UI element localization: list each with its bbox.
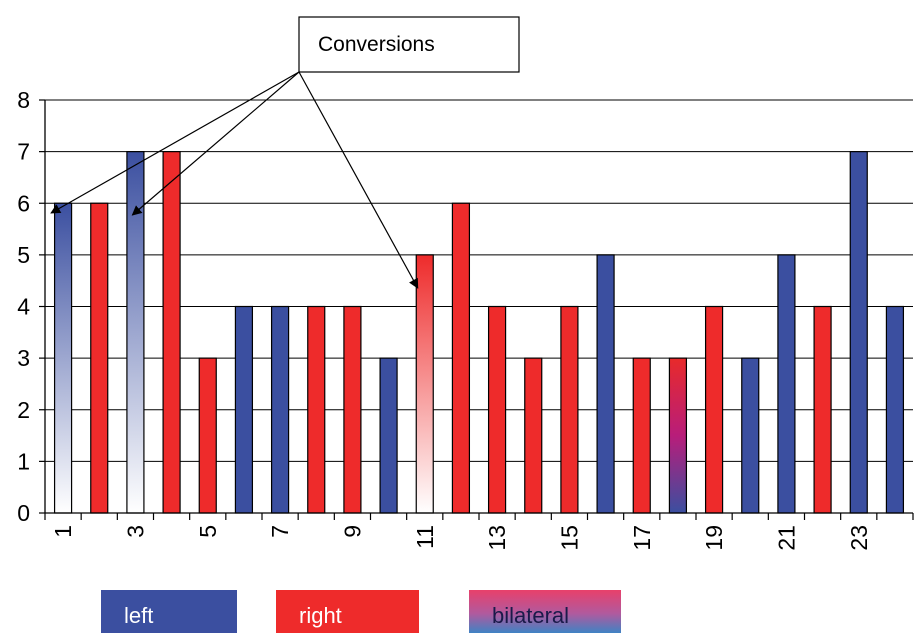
x-tick-label: 11	[412, 525, 438, 549]
legend-label-bilateral: bilateral	[492, 603, 569, 628]
y-tick-label: 0	[17, 500, 30, 526]
bar-18-bilateral	[668, 357, 688, 514]
bars	[53, 151, 905, 514]
x-tick-label: 17	[629, 525, 655, 551]
x-tick-label: 9	[339, 525, 365, 538]
bar-13-right	[487, 305, 507, 514]
bar-7-left	[270, 305, 290, 514]
y-tick-label: 2	[17, 397, 30, 423]
bar-14-right	[524, 357, 543, 514]
y-tick-label: 4	[17, 294, 30, 320]
bar-3-left-conversion	[126, 151, 145, 514]
x-tick-label: 1	[50, 525, 76, 538]
x-tick-label: 5	[195, 525, 221, 538]
y-tick-label: 3	[17, 345, 30, 371]
bar-15-right	[560, 305, 579, 514]
bar-2-right	[90, 202, 109, 514]
bar-22-right	[813, 305, 832, 514]
callout-label: Conversions	[318, 33, 435, 56]
y-tick-label: 1	[17, 448, 30, 474]
bar-9-right	[343, 305, 362, 514]
y-tick-labels: 0 1 2 3 4 5 6 7 8	[17, 87, 30, 526]
axes	[39, 99, 914, 520]
callout-arrow	[298, 71, 419, 289]
legend-label-left: left	[124, 603, 153, 628]
y-tick-label: 5	[17, 242, 30, 268]
x-tick-label: 21	[773, 525, 799, 551]
y-tick-label: 8	[17, 87, 30, 113]
bar-6-left	[234, 305, 254, 514]
bar-17-right	[632, 357, 651, 514]
legend: left right bilateral	[101, 590, 621, 633]
bar-5-right	[198, 357, 217, 514]
gridlines	[45, 99, 913, 462]
bar-19-right	[704, 305, 724, 514]
legend-swatch-right	[276, 590, 419, 633]
y-tick-label: 6	[17, 190, 30, 216]
bar-8-right	[307, 305, 326, 514]
bar-20-left	[741, 357, 760, 514]
bar-12-right	[451, 202, 471, 514]
bar-11-right-conversion	[415, 254, 434, 514]
x-tick-labels: 1 3 5 7 9 11 13 15 17 19 21 23	[50, 525, 872, 551]
bar-23-left	[849, 151, 868, 514]
x-tick-label: 3	[122, 525, 148, 538]
y-tick-label: 7	[17, 139, 30, 165]
bar-10-left	[379, 357, 398, 514]
legend-swatch-left	[101, 590, 237, 633]
bar-21-left	[777, 254, 796, 514]
callout-box	[298, 16, 520, 73]
x-tick-label: 7	[267, 525, 293, 538]
x-tick-label: 19	[701, 525, 727, 551]
bar-16-left	[596, 254, 615, 514]
conversions-callout: Conversions	[50, 16, 520, 289]
x-tick-label: 13	[484, 525, 510, 551]
legend-swatch-bilateral	[469, 590, 621, 633]
bar-1-left-conversion	[53, 202, 73, 514]
x-tick-label: 15	[556, 525, 582, 551]
legend-label-right: right	[299, 603, 342, 628]
bar-4-right	[162, 151, 181, 514]
bar-24-left	[885, 305, 905, 514]
x-tick-label: 23	[846, 525, 872, 551]
callout-arrow	[131, 71, 300, 216]
callout-arrow	[50, 71, 300, 214]
